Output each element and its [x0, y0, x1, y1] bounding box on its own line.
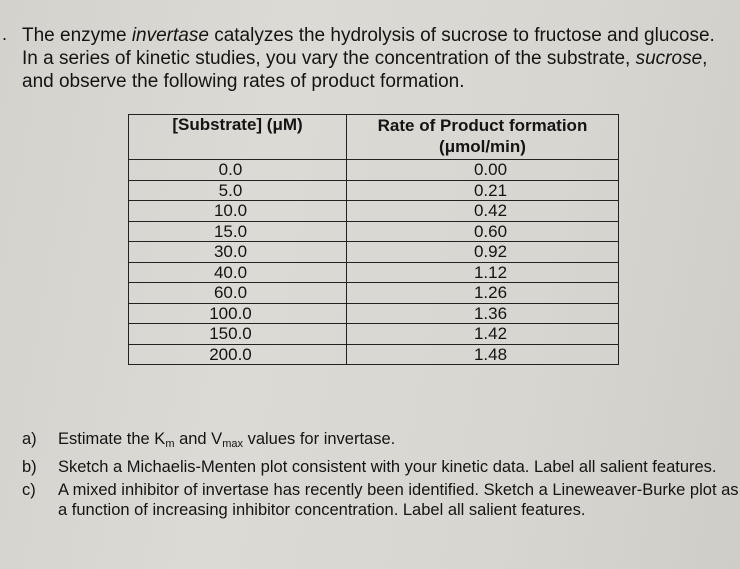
rate-cell: 1.26 — [346, 282, 619, 304]
substrate-value: 15.0 — [213, 221, 248, 241]
substrate-cell: 5.0 — [128, 179, 347, 201]
rate-value: 0.21 — [473, 180, 508, 200]
rate-cell: 1.42 — [346, 323, 619, 345]
question-c: c) A mixed inhibitor of invertase has rec… — [22, 480, 740, 520]
rate-cell: 0.42 — [346, 200, 619, 222]
table-row: 10.0 0.42 — [128, 200, 619, 222]
question-list: a) Estimate the Km and Vmax values for in… — [22, 429, 740, 523]
rate-cell: 1.36 — [346, 302, 619, 324]
substrate-cell: 40.0 — [128, 261, 347, 283]
rate-value: 1.48 — [473, 344, 508, 364]
substrate-value: 0.0 — [218, 160, 243, 180]
question-c-label: c) — [22, 481, 36, 499]
table-header-row: [Substrate] (μM) Rate of Product formati… — [128, 114, 619, 160]
substrate-name: sucrose — [635, 48, 703, 69]
substrate-cell: 150.0 — [128, 323, 347, 345]
rate-cell: 1.12 — [346, 261, 619, 283]
table-row: 5.0 0.21 — [128, 179, 619, 201]
table-row: 15.0 0.60 — [128, 220, 619, 242]
rate-value: 1.36 — [473, 303, 508, 323]
table-row: 200.0 1.48 — [128, 343, 619, 365]
rate-cell: 0.92 — [346, 241, 619, 263]
substrate-value: 60.0 — [213, 283, 248, 303]
rate-cell: 1.48 — [346, 343, 619, 365]
rate-value: 0.00 — [473, 160, 508, 180]
substrate-cell: 0.0 — [128, 159, 347, 181]
substrate-value: 150.0 — [209, 324, 252, 344]
question-a-text-1: Estimate the K — [58, 430, 166, 448]
table-row: 0.0 0.00 — [128, 159, 619, 181]
rate-value: 0.92 — [473, 242, 508, 262]
rate-value: 0.60 — [473, 221, 508, 241]
table-row: 100.0 1.36 — [128, 302, 619, 324]
rate-value: 0.42 — [473, 201, 508, 221]
rate-cell: 0.21 — [346, 179, 619, 201]
km-subscript: m — [165, 438, 175, 450]
question-a-label: a) — [22, 430, 37, 448]
rate-value: 1.26 — [473, 283, 508, 303]
substrate-cell: 100.0 — [128, 302, 347, 324]
question-a-text-3: values for invertase. — [242, 430, 396, 448]
question-a-text-2: and V — [174, 430, 223, 448]
rate-value: 1.42 — [473, 324, 508, 344]
question-b-text: Sketch a Michaelis-Menten plot consisten… — [58, 458, 717, 476]
substrate-value: 100.0 — [209, 303, 252, 323]
substrate-cell: 30.0 — [128, 241, 347, 263]
rate-cell: 0.60 — [346, 220, 619, 242]
substrate-column-header: [Substrate] (μM) — [128, 114, 347, 160]
table-row: 40.0 1.12 — [128, 261, 619, 283]
substrate-value: 10.0 — [213, 201, 248, 221]
substrate-cell: 60.0 — [128, 282, 347, 304]
rate-cell: 0.00 — [346, 159, 619, 181]
intro-text-3: , and observe the following rates of pro… — [22, 48, 708, 92]
substrate-value: 40.0 — [213, 262, 248, 282]
question-c-text: A mixed inhibitor of invertase has recen… — [58, 481, 739, 519]
question-b: b) Sketch a Michaelis-Menten plot consist… — [22, 457, 740, 477]
question-a: a) Estimate the Km and Vmax values for in… — [22, 429, 740, 454]
substrate-value: 200.0 — [209, 344, 252, 364]
table-row: 30.0 0.92 — [128, 241, 619, 263]
bullet-marker: . — [2, 24, 8, 44]
rate-value: 1.12 — [473, 262, 508, 282]
vmax-subscript: max — [222, 438, 243, 450]
intro-text-1: The enzyme — [22, 25, 132, 46]
rate-column-header: Rate of Product formation (μmol/min) — [346, 114, 619, 160]
intro-text-2: catalyzes the hydrolysis of sucrose to f… — [22, 25, 715, 69]
enzyme-name: invertase — [131, 25, 209, 46]
substrate-value: 30.0 — [213, 242, 248, 262]
problem-intro: The enzyme invertase catalyzes the hydro… — [22, 24, 734, 93]
substrate-cell: 200.0 — [128, 343, 347, 365]
substrate-cell: 15.0 — [128, 220, 347, 242]
substrate-cell: 10.0 — [128, 200, 347, 222]
substrate-value: 5.0 — [218, 180, 243, 200]
kinetics-table: [Substrate] (μM) Rate of Product formati… — [128, 114, 619, 365]
table-row: 60.0 1.26 — [128, 282, 619, 304]
table-row: 150.0 1.42 — [128, 323, 619, 345]
question-b-label: b) — [22, 458, 37, 476]
